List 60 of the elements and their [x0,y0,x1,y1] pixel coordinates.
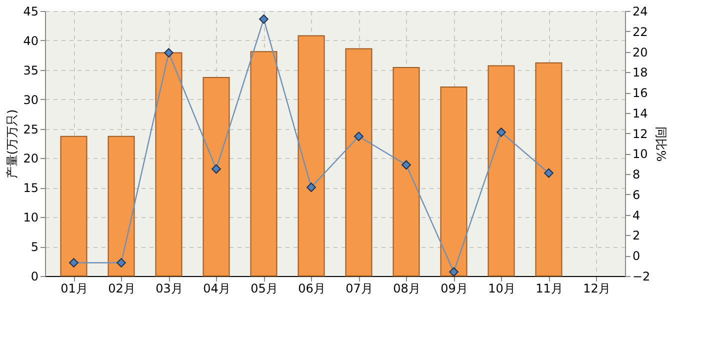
x-tick-label: 07月 [346,282,373,296]
y2-axis-title: 同比% [654,126,668,162]
y2-tick-label: 16 [632,86,648,100]
point [402,160,411,170]
y-tick-label: 15 [23,181,38,196]
x-tick-label: 11月 [536,282,563,296]
point [259,14,268,24]
bar [155,52,182,276]
point [496,128,506,137]
y2-tick-label: 20 [632,45,648,60]
y2-tick-label: 22 [632,24,648,39]
bar [345,48,372,276]
x-tick-label: 09月 [440,282,468,296]
x-tick-label: 05月 [250,282,278,296]
point [306,182,316,192]
point [164,48,174,58]
x-tick-label: 03月 [156,282,183,296]
x-tick-label: 01月 [60,282,88,296]
y-tick-label: 35 [23,63,38,78]
y-tick-label: 5 [30,240,38,254]
y2-tick-label: 6 [632,188,640,202]
y-tick-label: 10 [23,210,38,225]
y2-tick-label: 12 [632,126,648,141]
bar [440,86,468,276]
y2-tick-label: 2 [632,228,640,243]
x-tick-label: 02月 [108,282,136,296]
bar [392,67,420,276]
y2-tick-label: 8 [632,168,640,182]
point [449,267,458,277]
point [544,168,554,178]
x-tick-label: 12月 [583,282,610,296]
bar [488,65,515,276]
bar [202,77,230,276]
y2-tick-label: 24 [632,4,648,18]
y2-tick-label: −2 [632,270,650,284]
y-tick-label: 45 [23,4,38,18]
y2-tick-label: 14 [632,106,648,120]
y-tick-label: 25 [23,122,38,136]
bar [60,136,88,276]
x-tick-label: 06月 [298,282,326,296]
point [69,258,78,268]
y-tick-label: 30 [23,92,38,107]
bar [250,51,278,276]
bar [298,35,325,276]
y2-tick-label: 10 [632,147,648,162]
bar [535,62,562,276]
y-tick-label: 20 [23,152,38,166]
y-tick-label: 0 [30,270,38,284]
x-tick-label: 04月 [203,282,230,296]
bar [108,136,135,276]
x-tick-label: 10月 [488,282,516,296]
y-axis-title: 产量(万万只) [5,109,20,179]
y2-tick-label: 18 [632,66,648,80]
x-tick-label: 08月 [393,282,420,296]
y-tick-label: 40 [23,34,38,48]
y2-tick-label: 4 [632,208,640,222]
y2-tick-label: 0 [632,249,640,264]
point [212,164,221,174]
point [116,258,126,268]
point [354,132,364,142]
